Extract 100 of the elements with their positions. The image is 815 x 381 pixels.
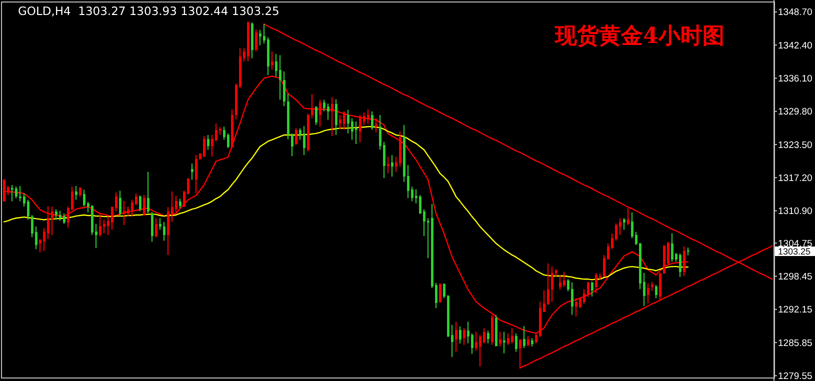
candlestick (374, 118, 378, 133)
candlestick (366, 108, 370, 124)
candlestick (118, 190, 122, 217)
candlestick (142, 194, 146, 217)
candlestick (334, 98, 338, 136)
candlestick (294, 128, 298, 146)
candlestick (74, 186, 78, 200)
candlestick (174, 196, 178, 213)
candlestick (390, 154, 394, 178)
candlestick (670, 232, 674, 262)
chart-subtitle: GOLD,H4 1303.27 1303.93 1302.44 1303.25 (18, 4, 280, 18)
candlestick (622, 218, 626, 230)
candlestick (646, 282, 650, 304)
candlestick (50, 206, 54, 236)
candlestick (454, 321, 458, 352)
candlestick (78, 186, 82, 198)
candlestick (350, 118, 354, 140)
y-tick-label: 1336.10 (778, 74, 812, 85)
candlestick (254, 28, 258, 52)
candlestick (190, 162, 194, 180)
candlestick (438, 282, 442, 304)
candlestick (302, 126, 306, 156)
candlestick (502, 331, 506, 354)
candlestick (54, 208, 58, 220)
y-tick-label: 1298.45 (778, 272, 812, 283)
candlestick (514, 332, 518, 352)
candlestick (474, 331, 478, 352)
y-tick-label: 1342.40 (778, 40, 812, 52)
candlestick (470, 332, 474, 354)
candlestick (322, 99, 326, 112)
candlestick (482, 328, 486, 344)
candlestick (282, 70, 286, 107)
y-tick-label: 1310.90 (778, 206, 812, 218)
candlestick (278, 54, 282, 100)
y-tick-label: 1329.80 (778, 106, 812, 118)
y-tick-label: 1292.15 (778, 304, 812, 316)
candlestick (590, 281, 594, 298)
candlestick (338, 114, 342, 130)
candlestick (358, 114, 362, 143)
candlestick (658, 272, 662, 300)
candlestick (270, 50, 274, 70)
candlestick (150, 211, 154, 242)
candlestick (258, 29, 262, 46)
candlestick (458, 326, 462, 344)
candlestick (510, 328, 514, 344)
candlestick (522, 325, 526, 349)
candlestick (26, 199, 30, 220)
candlestick (678, 252, 682, 278)
candlestick (462, 328, 466, 346)
candlestick (130, 199, 134, 218)
candlestick (126, 206, 130, 218)
candlestick (370, 110, 374, 130)
candlestick (466, 321, 470, 344)
candlestick (154, 218, 158, 238)
candlestick (290, 132, 294, 157)
candlestick (166, 206, 170, 256)
candlestick (214, 122, 218, 142)
candlestick (158, 218, 162, 230)
candlestick (346, 109, 350, 134)
candlestick (14, 186, 18, 199)
candlestick (498, 331, 502, 347)
candlestick (574, 298, 578, 318)
text: 现货黄金4小时图 (554, 23, 724, 49)
candlestick (314, 106, 318, 126)
candlestick (58, 210, 62, 222)
y-tick-label: 1285.85 (778, 338, 812, 349)
candlestick (318, 99, 322, 128)
candlestick (654, 284, 658, 299)
candlestick (682, 246, 686, 276)
candlestick (178, 198, 182, 209)
y-tick-label: 1323.50 (778, 140, 812, 151)
candlestick (578, 298, 582, 309)
candlestick (82, 189, 86, 208)
candlestick (526, 335, 530, 347)
candlestick (626, 208, 630, 226)
candlestick (310, 94, 314, 119)
candlestick (486, 330, 490, 344)
candlestick (138, 195, 142, 212)
candlestick (202, 136, 206, 158)
candlestick (162, 221, 166, 242)
candlestick (594, 272, 598, 294)
candlestick (274, 54, 278, 78)
y-tick-label: 1317.20 (778, 172, 812, 184)
candlestick (618, 218, 622, 236)
candlestick (326, 102, 330, 120)
candlestick (570, 282, 574, 316)
candlestick (146, 171, 150, 214)
candlestick (62, 212, 66, 224)
candlestick (550, 266, 554, 302)
y-tick-label: 1348.70 (778, 7, 812, 18)
candlestick (354, 120, 358, 144)
candlestick (102, 219, 106, 234)
candlestick (194, 154, 198, 194)
candlestick (686, 246, 690, 256)
candlestick (98, 212, 102, 238)
candlestick (226, 132, 230, 149)
candlestick (330, 96, 334, 137)
candlestick (478, 334, 482, 367)
candlestick (46, 206, 50, 240)
candlestick (586, 281, 590, 298)
